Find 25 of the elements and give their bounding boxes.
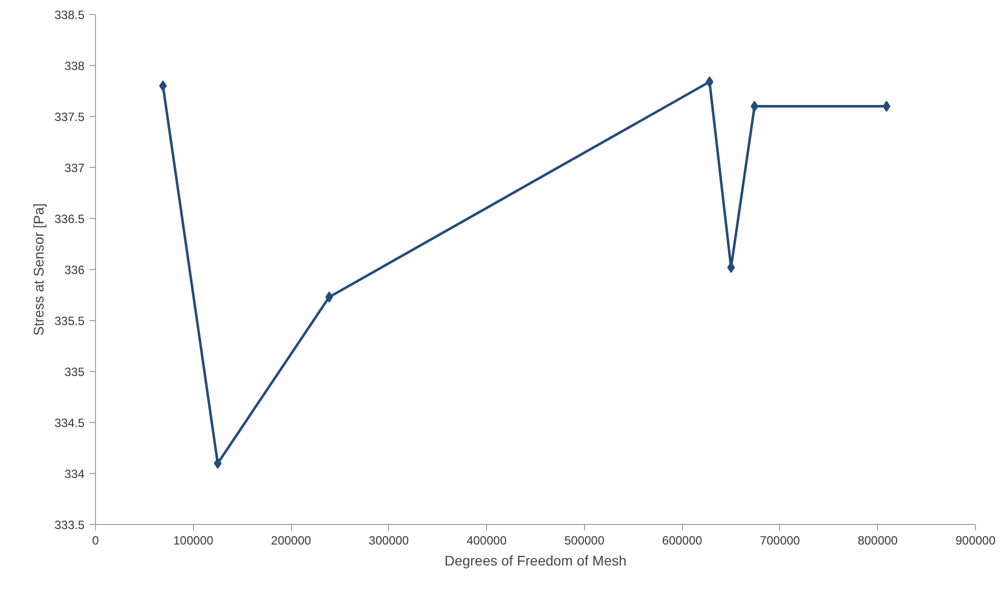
point — [214, 458, 222, 469]
y-tick-label: 337.5 — [54, 110, 85, 124]
y-axis-title: Stress at Sensor [Pa] — [30, 203, 46, 336]
y-tick-label: 336 — [64, 263, 85, 277]
x-tick-label: 900000 — [955, 534, 996, 548]
x-tick-label: 0 — [92, 534, 100, 548]
x-tick-label: 500000 — [564, 534, 605, 548]
x-tick-label: 300000 — [368, 534, 410, 548]
y-tick-label: 334 — [64, 467, 85, 481]
x-tick-label: 200000 — [271, 534, 312, 548]
y-tick-label: 337 — [64, 161, 85, 175]
x-axis-title: Degrees of Freedom of Mesh — [444, 552, 627, 568]
y-tick-label: 338.5 — [54, 8, 85, 22]
x-tick-label: 100000 — [173, 534, 214, 548]
point — [325, 292, 334, 303]
x-tick-label: 600000 — [662, 534, 703, 548]
x-tick-label: 800000 — [858, 534, 898, 548]
y-tick-label: 336.5 — [54, 212, 85, 226]
y-tick-label: 335.5 — [54, 314, 85, 328]
y-tick-label: 335 — [64, 365, 85, 379]
x-tick-label: 400000 — [466, 534, 507, 548]
y-tick-label: 334.5 — [54, 416, 85, 430]
y-tick-label: 333.5 — [54, 518, 85, 532]
x-tick-label: 700000 — [760, 534, 800, 548]
y-tick-label: 338 — [64, 59, 85, 73]
